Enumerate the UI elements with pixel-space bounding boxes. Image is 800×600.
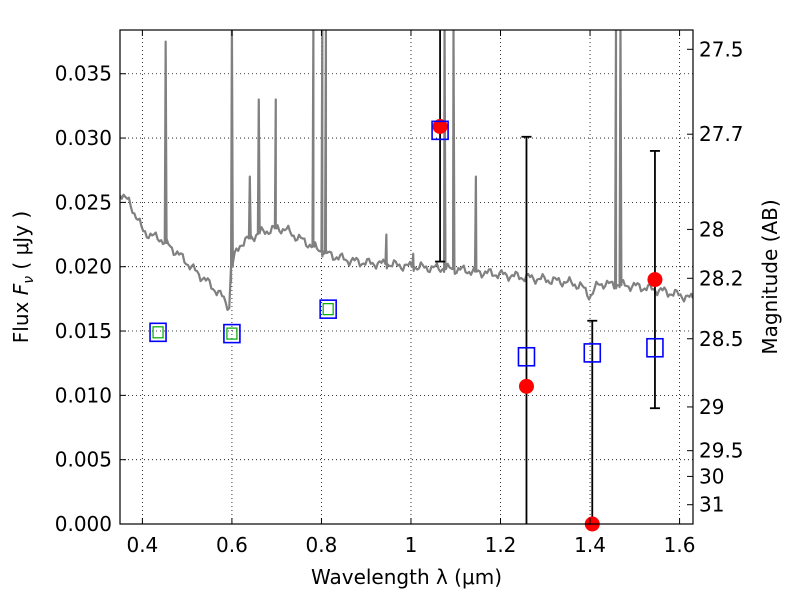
blue-open-square	[223, 323, 241, 344]
right-tick-label: 29.5	[699, 439, 744, 463]
model-spectrum-line	[120, 30, 693, 311]
y-tick-label: 0.035	[55, 62, 112, 86]
x-tick-label: 1.6	[664, 533, 696, 557]
right-tick-label: 31	[699, 493, 724, 517]
red-data-point	[432, 118, 448, 134]
blue-open-square	[431, 120, 449, 141]
x-tick-label: 1.2	[485, 533, 517, 557]
blue-open-square	[319, 299, 337, 319]
y-tick-label: 0.000	[55, 512, 112, 536]
right-tick-label: 27.5	[699, 37, 744, 61]
x-tick-label: 0.6	[216, 533, 248, 557]
green-open-square	[226, 327, 238, 340]
blue-open-square	[646, 337, 664, 358]
green-open-square	[152, 326, 164, 339]
x-axis-label: Wavelength λ (μm)	[311, 565, 502, 589]
plot-frame	[119, 29, 694, 525]
y-axis-label: Flux Fν ( μJy )	[9, 211, 37, 343]
x-tick-label: 1	[405, 533, 418, 557]
y-tick-label: 0.005	[55, 448, 112, 472]
right-tick-label: 27.7	[699, 122, 744, 146]
grid	[120, 30, 693, 525]
y-tick-label: 0.015	[55, 319, 112, 343]
red-data-point	[518, 378, 534, 394]
y-tick-label: 0.010	[55, 383, 112, 407]
x-tick-label: 1.4	[574, 533, 606, 557]
right-tick-label: 28	[699, 217, 724, 241]
y-tick-label: 0.025	[55, 190, 112, 214]
blue-open-square	[149, 322, 167, 343]
blue-open-square	[517, 346, 536, 367]
right-axis-label: Magnitude (AB)	[758, 199, 782, 354]
blue-open-square	[583, 343, 602, 363]
right-tick-label: 28.2	[699, 266, 744, 290]
model-spectrum	[120, 30, 693, 311]
right-tick-label: 30	[699, 464, 724, 488]
axis-ticks: 0.4 0.6 0.8 1 1.2 1.4 1.6 0.000 0.005 0.010 0.015 0…	[55, 30, 744, 557]
red-data-point	[647, 272, 663, 288]
right-tick-label: 28.5	[699, 327, 744, 351]
right-tick-label: 29	[699, 395, 724, 419]
x-tick-label: 0.4	[126, 533, 158, 557]
photometry-points	[149, 30, 664, 532]
green-open-square	[322, 303, 334, 316]
y-tick-label: 0.030	[55, 126, 112, 150]
x-tick-label: 0.8	[306, 533, 338, 557]
y-tick-label: 0.020	[55, 255, 112, 279]
